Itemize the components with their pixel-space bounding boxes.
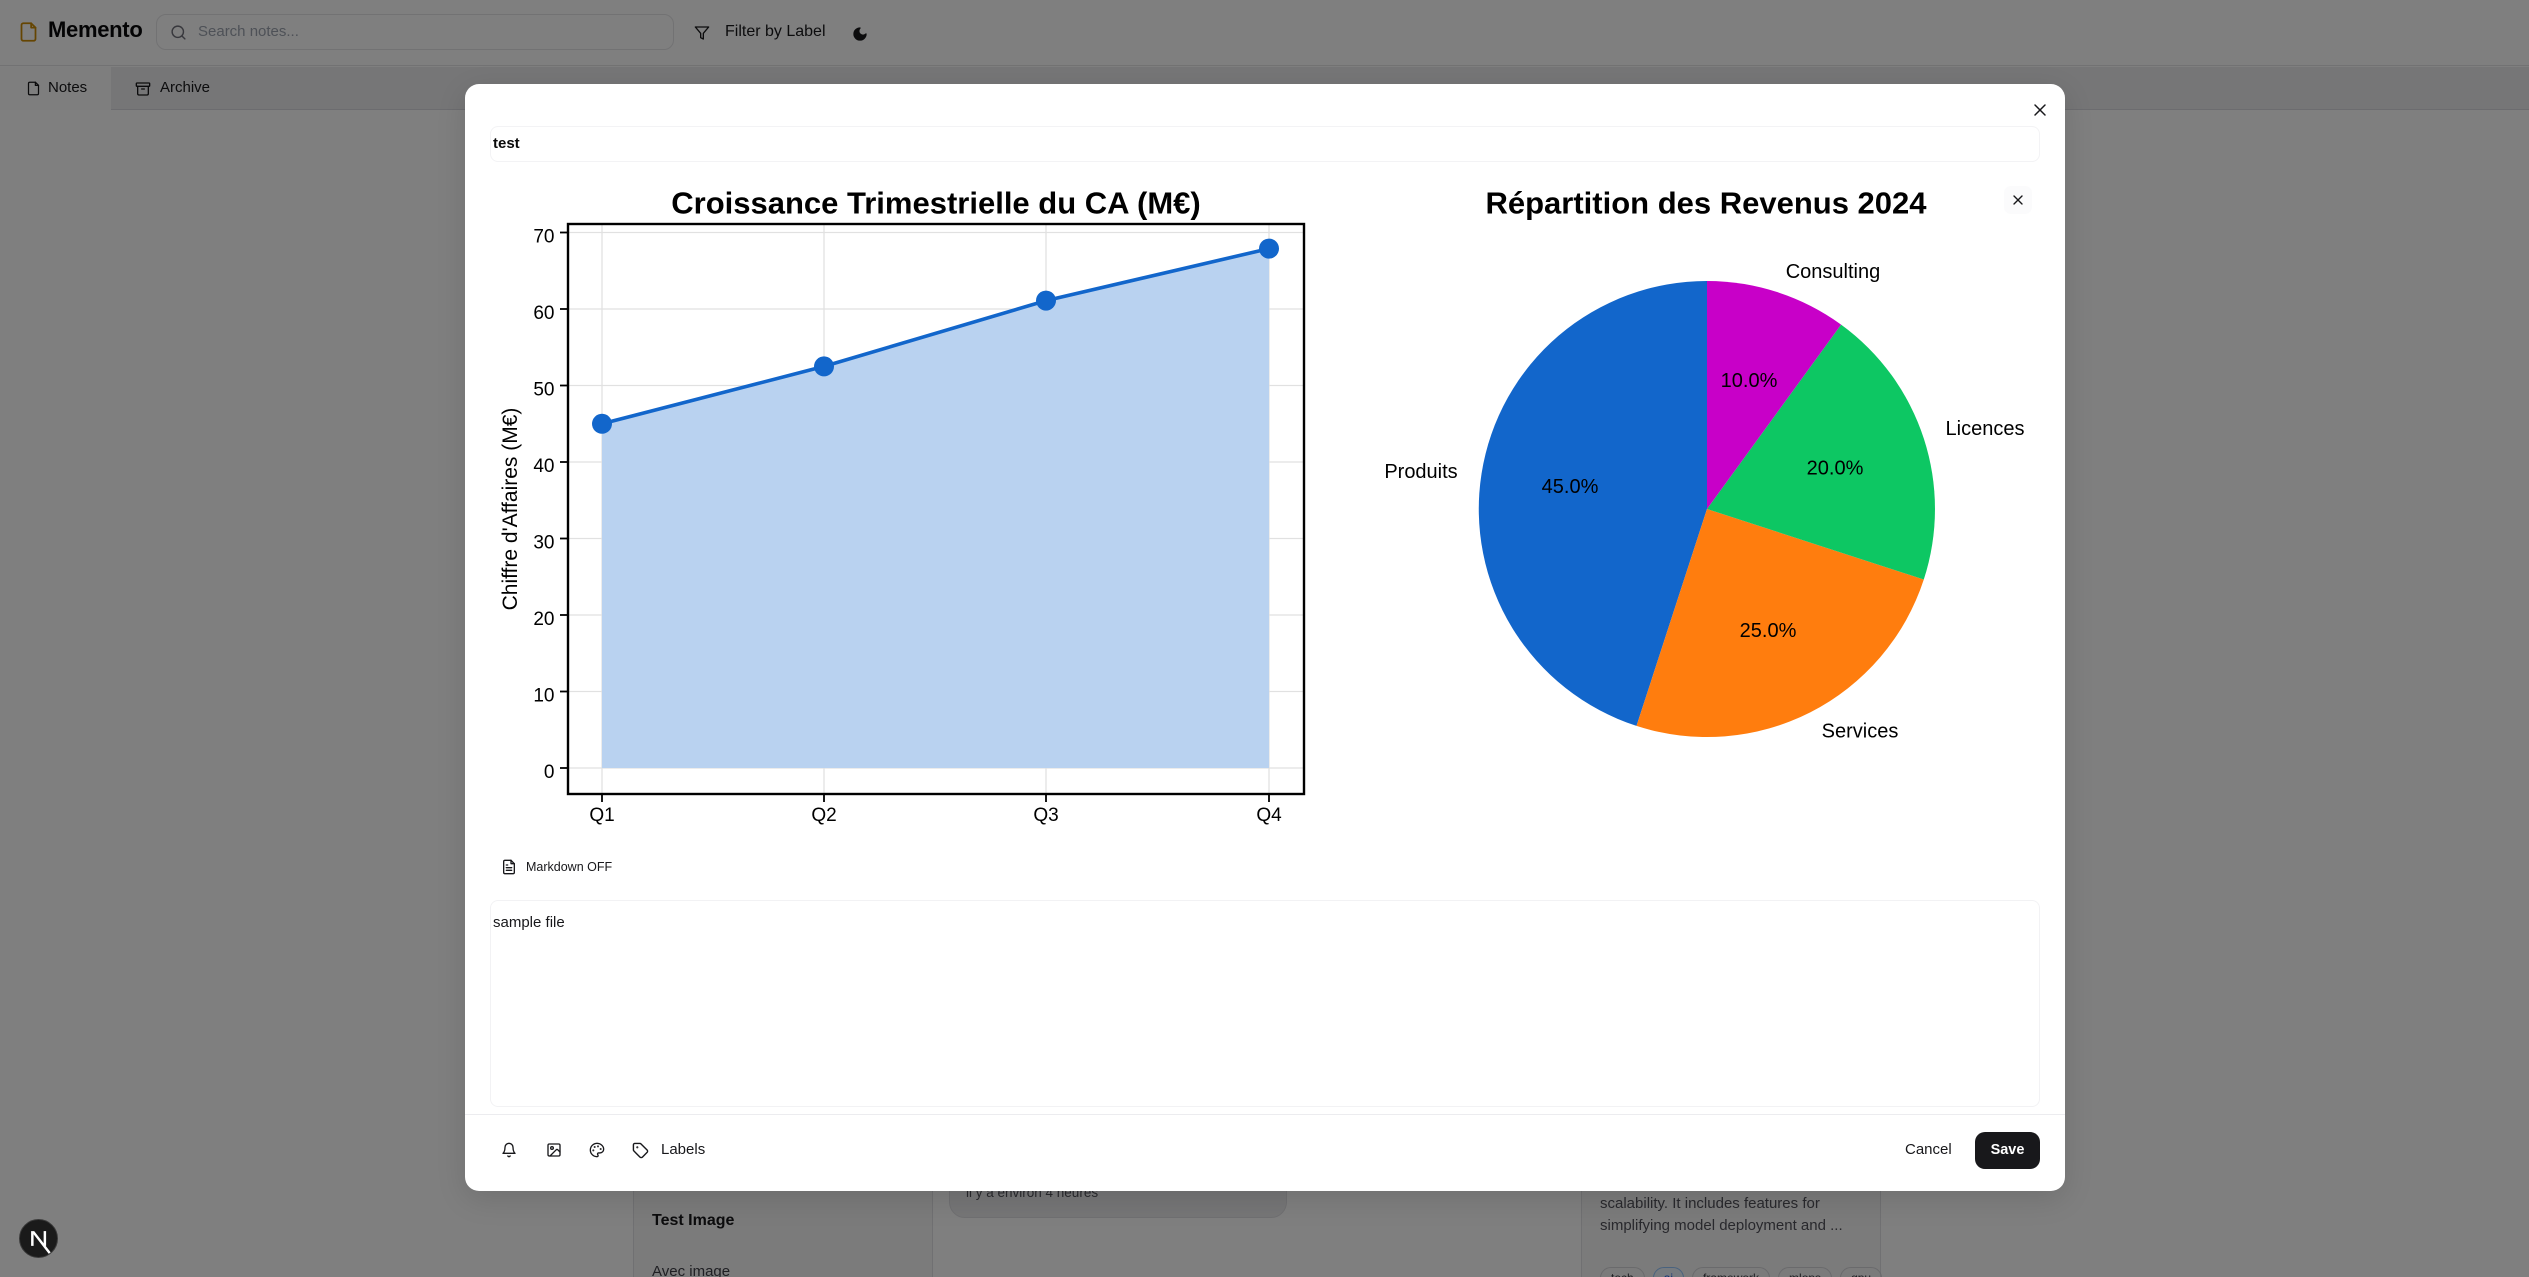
svg-text:Répartition des Revenus 2024: Répartition des Revenus 2024 [1485, 186, 1927, 221]
svg-text:25.0%: 25.0% [1740, 620, 1797, 642]
svg-text:Chiffre d'Affaires (M€): Chiffre d'Affaires (M€) [499, 408, 522, 611]
svg-text:Produits: Produits [1384, 461, 1457, 483]
svg-text:Q4: Q4 [1256, 805, 1282, 826]
svg-text:Consulting: Consulting [1786, 261, 1881, 283]
svg-text:Q3: Q3 [1033, 805, 1058, 826]
svg-text:Licences: Licences [1946, 418, 2025, 440]
svg-text:30: 30 [533, 533, 554, 554]
svg-text:Q1: Q1 [589, 805, 614, 826]
svg-text:50: 50 [533, 380, 554, 401]
svg-text:45.0%: 45.0% [1542, 476, 1599, 498]
svg-text:Q2: Q2 [811, 805, 836, 826]
svg-text:20.0%: 20.0% [1807, 458, 1864, 480]
svg-text:20: 20 [533, 609, 554, 630]
svg-text:70: 70 [533, 227, 554, 248]
svg-text:10: 10 [533, 686, 554, 707]
svg-text:0: 0 [544, 762, 555, 783]
svg-text:10.0%: 10.0% [1721, 370, 1778, 392]
svg-text:Services: Services [1822, 721, 1899, 743]
svg-text:Croissance Trimestrielle du CA: Croissance Trimestrielle du CA (M€) [671, 186, 1200, 221]
svg-text:40: 40 [533, 456, 554, 477]
svg-text:60: 60 [533, 303, 554, 324]
